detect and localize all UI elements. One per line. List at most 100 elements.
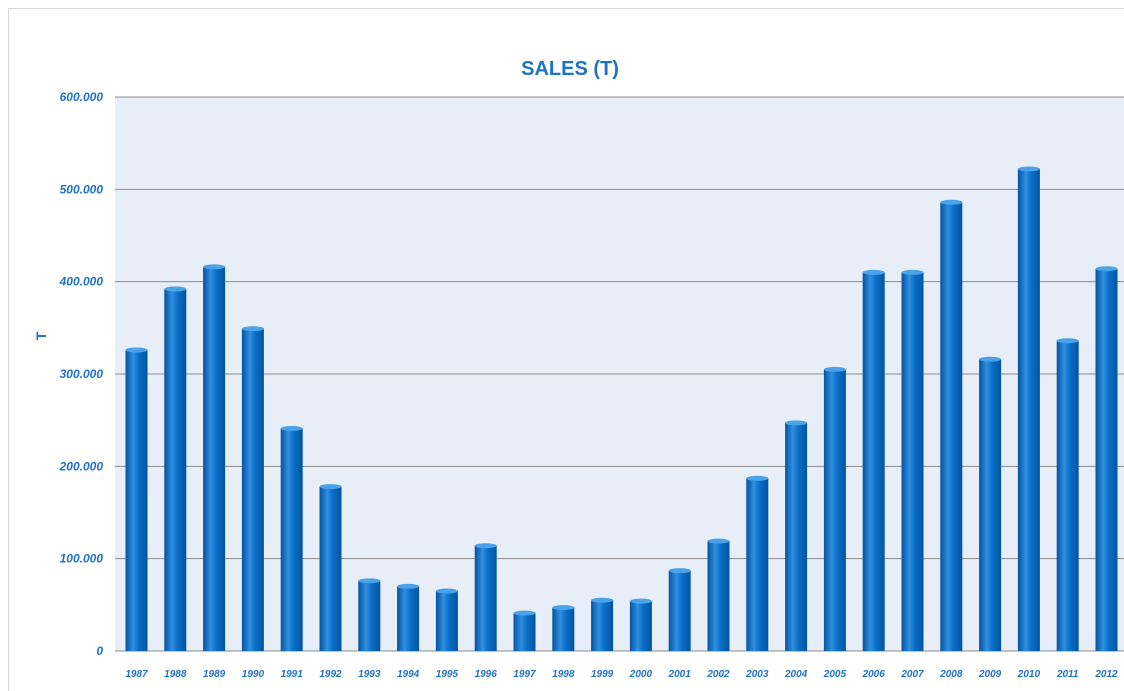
bar-2011 [1056, 338, 1079, 651]
bar-2001 [668, 568, 691, 651]
bar-1991 [280, 425, 303, 651]
bar-1994 [397, 583, 420, 651]
bar-cap [435, 588, 458, 594]
bar [668, 570, 691, 651]
bar-cap [513, 610, 536, 616]
bar-1995 [435, 588, 458, 651]
bar [823, 369, 846, 651]
y-tick-label: 0 [96, 644, 103, 658]
bar-1987 [125, 347, 148, 651]
x-tick-label: 1996 [475, 669, 498, 680]
bar-2000 [629, 598, 652, 651]
x-tick-label: 2005 [823, 669, 847, 680]
bar [358, 580, 381, 651]
y-tick-label: 300.000 [60, 367, 104, 381]
bar [940, 202, 963, 651]
x-tick-label: 2008 [939, 669, 963, 680]
bar [397, 586, 420, 651]
x-tick-label: 1998 [552, 669, 575, 680]
bar-2010 [1017, 166, 1040, 651]
y-tick-label: 600.000 [60, 90, 104, 104]
bar [1017, 169, 1040, 651]
x-tick-label: 1994 [397, 669, 420, 680]
bar-cap [785, 420, 808, 426]
chart-title: SALES (T) [521, 58, 619, 80]
bar-cap [591, 597, 614, 603]
bar-1992 [319, 484, 342, 651]
bar-2007 [901, 269, 924, 651]
bar [1095, 268, 1118, 651]
bar-cap [1095, 266, 1118, 272]
bar [280, 428, 303, 651]
y-axis-ticks: 0 100.000 200.000 300.000 400.000 500.000 600.… [59, 90, 104, 658]
bar-1988 [164, 286, 187, 651]
bar-1996 [474, 543, 497, 651]
x-tick-label: 1997 [513, 669, 536, 680]
bar-1997 [513, 610, 536, 651]
bar-cap [979, 356, 1002, 362]
bar-2012 [1095, 266, 1118, 651]
x-tick-label: 1991 [281, 669, 304, 680]
bar-1989 [203, 264, 226, 651]
bar-cap [940, 199, 963, 205]
bar [785, 422, 808, 651]
bar-cap [823, 366, 846, 372]
bar-cap [862, 269, 885, 275]
bar [203, 266, 226, 651]
y-tick-label: 100.000 [60, 552, 104, 566]
bar-cap [707, 538, 730, 544]
bar-cap [629, 598, 652, 604]
x-tick-label: 1988 [164, 669, 187, 680]
bar-cap [397, 583, 420, 589]
x-tick-label: 1990 [242, 669, 265, 680]
bar-cap [552, 605, 575, 611]
x-tick-label: 2009 [978, 669, 1002, 680]
y-tick-label: 500.000 [60, 182, 104, 196]
y-axis-label: T [33, 331, 49, 340]
bars [125, 166, 1118, 651]
bar-cap [901, 269, 924, 275]
bar [125, 349, 148, 651]
bar [979, 359, 1002, 651]
bar-cap [319, 484, 342, 490]
bar-cap [280, 425, 303, 431]
x-tick-label: 1993 [358, 669, 381, 680]
x-tick-label: 1992 [319, 669, 342, 680]
x-tick-label: 2007 [900, 669, 924, 680]
bar-cap [203, 264, 226, 270]
bar [164, 289, 187, 651]
bar [513, 613, 536, 651]
bar-cap [358, 578, 381, 584]
y-tick-label: 400.000 [59, 275, 104, 289]
bar [552, 607, 575, 651]
bar [435, 590, 458, 651]
bar-cap [668, 568, 691, 574]
x-tick-label: 2006 [862, 669, 886, 680]
bar [901, 272, 924, 651]
x-axis-ticks: 1987 1988 1989 1990 1991 1992 1993 1994 1995 1996… [125, 669, 1118, 680]
bar [474, 545, 497, 651]
bar-2003 [746, 475, 769, 651]
x-tick-label: 2011 [1056, 669, 1079, 680]
bar-cap [1017, 166, 1040, 172]
x-tick-label: 2000 [629, 669, 653, 680]
bar-cap [125, 347, 148, 353]
bar-2002 [707, 538, 730, 651]
bar [241, 328, 264, 651]
x-tick-label: 2003 [745, 669, 769, 680]
x-tick-label: 1999 [591, 669, 614, 680]
bar [591, 600, 614, 651]
bar-1990 [241, 326, 264, 651]
bar-2006 [862, 269, 885, 651]
x-tick-label: 2004 [784, 669, 808, 680]
bar-2004 [785, 420, 808, 651]
bar-1998 [552, 605, 575, 651]
bar-2009 [979, 356, 1002, 651]
x-tick-label: 1989 [203, 669, 226, 680]
bar-1993 [358, 578, 381, 651]
x-tick-label: 2012 [1094, 669, 1118, 680]
bar [629, 601, 652, 651]
x-tick-label: 2002 [706, 669, 730, 680]
x-tick-label: 2001 [668, 669, 692, 680]
